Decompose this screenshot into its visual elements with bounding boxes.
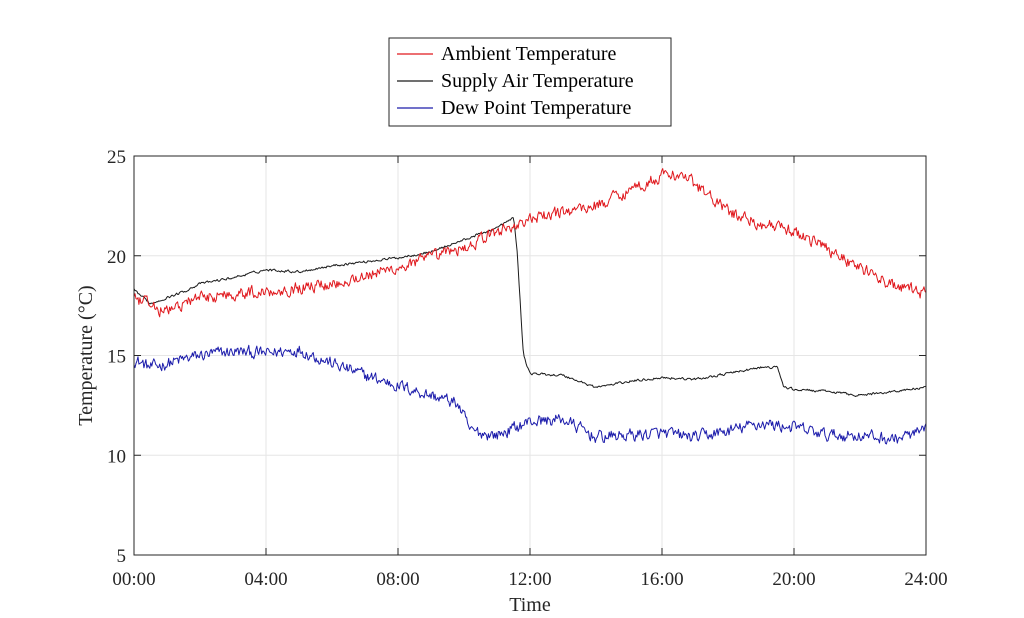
axis-ticks: 00:00 04:00 08:00 12:00 16:00 20:00 24:00 5 10 15… [107, 147, 948, 590]
legend-label-dew-point: Dew Point Temperature [441, 97, 632, 119]
x-tick-label: 24:00 [904, 569, 947, 590]
x-axis-label: Time [509, 594, 551, 616]
y-axis-label: Temperature (°C) [75, 285, 97, 425]
y-tick-label: 5 [117, 546, 127, 567]
x-tick-label: 16:00 [640, 569, 683, 590]
series-lines [133, 168, 927, 445]
series-line-dew-point [133, 344, 927, 445]
series-line-supply-air [133, 217, 927, 397]
x-tick-label: 12:00 [508, 569, 551, 590]
x-tick-label: 20:00 [772, 569, 815, 590]
legend: Ambient Temperature Supply Air Temperatu… [388, 37, 672, 127]
y-tick-label: 20 [107, 247, 126, 268]
x-tick-label: 04:00 [244, 569, 287, 590]
legend-label-ambient: Ambient Temperature [441, 43, 617, 65]
x-tick-label: 08:00 [376, 569, 419, 590]
y-tick-label: 15 [107, 347, 126, 368]
y-tick-label: 25 [107, 147, 126, 168]
legend-label-supply-air: Supply Air Temperature [441, 70, 634, 92]
legend-box [388, 37, 672, 127]
y-tick-label: 10 [107, 446, 126, 467]
x-tick-label: 00:00 [112, 569, 155, 590]
series-line-ambient [133, 168, 927, 318]
